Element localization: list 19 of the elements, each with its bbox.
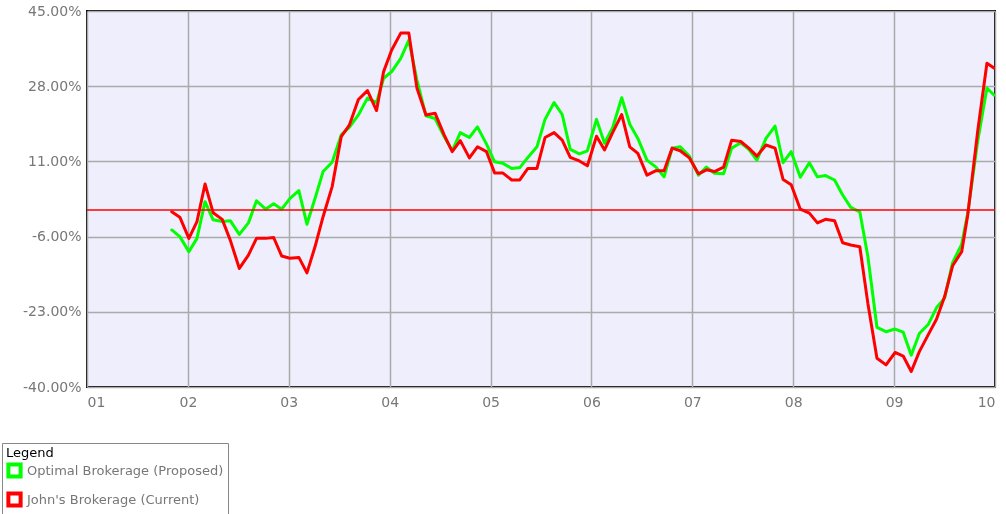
legend-label: John's Brokerage (Current) (26, 491, 200, 507)
y-tick-label: -6.00% (31, 228, 82, 245)
y-tick-label: -40.00% (23, 378, 82, 395)
x-tick-label: 06 (583, 393, 601, 410)
y-tick-label: 45.00% (28, 2, 82, 19)
x-tick-label: 10 (977, 393, 996, 410)
x-tick-label: 03 (280, 393, 299, 410)
x-tick-label: 02 (179, 393, 198, 410)
y-tick-label: 28.00% (28, 77, 82, 94)
x-tick-label: 01 (87, 393, 106, 410)
y-tick-label: 11.00% (28, 152, 82, 169)
x-tick-label: 08 (784, 393, 803, 410)
y-tick-label: -23.00% (23, 303, 82, 320)
x-tick-label: 04 (381, 393, 400, 410)
x-tick-label: 05 (482, 393, 500, 410)
legend-title: Legend (6, 445, 54, 460)
legend-label: Optimal Brokerage (Proposed) (27, 462, 224, 478)
x-tick-label: 07 (683, 393, 702, 410)
x-tick-label: 09 (885, 393, 904, 410)
